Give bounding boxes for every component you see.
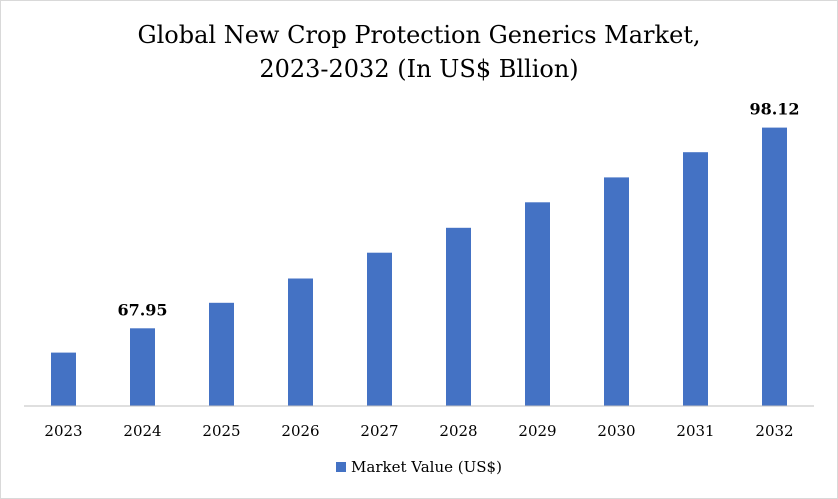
legend-swatch (336, 462, 347, 472)
bar-2023 (51, 352, 76, 406)
bar-2029 (525, 202, 550, 406)
x-tick-label-2030: 2030 (597, 422, 635, 440)
bar-2026 (288, 278, 313, 406)
bar-2031 (683, 152, 708, 406)
x-tick-label-2023: 2023 (44, 422, 82, 440)
chart-title-line-1: Global New Crop Protection Generics Mark… (137, 21, 701, 49)
bar-2024 (130, 328, 155, 406)
bar-2032 (762, 127, 787, 406)
data-labels: 67.95 98.12 (117, 100, 799, 320)
x-tick-label-2029: 2029 (518, 422, 556, 440)
x-tick-label-2027: 2027 (360, 422, 398, 440)
legend-label: Market Value (US$) (351, 458, 502, 476)
bar-2030 (604, 177, 629, 406)
x-tick-label-2025: 2025 (202, 422, 240, 440)
bars-group (51, 127, 787, 406)
data-label-2024: 67.95 (117, 300, 167, 319)
x-tick-labels: 2023 2024 2025 2026 2027 2028 2029 2030 2031 2032 (44, 422, 793, 440)
chart-title: Global New Crop Protection Generics Mark… (0, 18, 838, 86)
x-tick-label-2026: 2026 (281, 422, 319, 440)
x-tick-label-2028: 2028 (439, 422, 477, 440)
legend: Market Value (US$) (0, 458, 838, 476)
chart-title-line-2: 2023-2032 (In US$ Bllion) (259, 55, 579, 83)
bar-2025 (209, 302, 234, 406)
x-tick-label-2024: 2024 (123, 422, 161, 440)
data-label-2032: 98.12 (749, 100, 799, 119)
x-tick-label-2032: 2032 (755, 422, 793, 440)
bar-2028 (446, 227, 471, 406)
x-tick-label-2031: 2031 (676, 422, 714, 440)
bar-2027 (367, 252, 392, 406)
